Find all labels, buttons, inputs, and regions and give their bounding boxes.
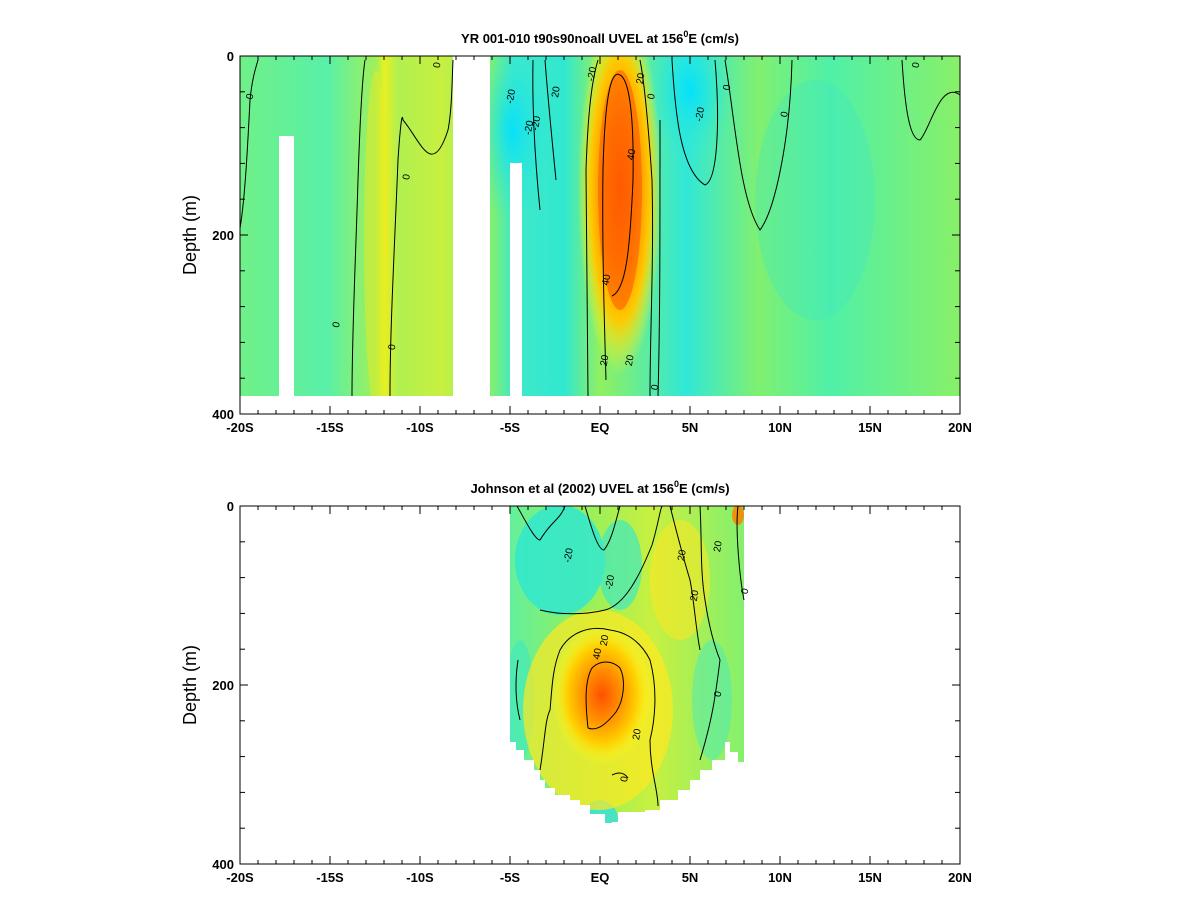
top-gap xyxy=(279,136,294,396)
contour-label: 40 xyxy=(626,148,639,161)
top-contours xyxy=(239,59,961,397)
x-tick-label: 15N xyxy=(858,420,882,435)
y-tick-label: 400 xyxy=(212,857,234,872)
contour-label: 20 xyxy=(676,549,689,562)
contour-label: -20 xyxy=(694,106,707,123)
contour-label: -20 xyxy=(562,547,575,564)
x-tick-label: 20N xyxy=(948,870,972,885)
contour-label: -20 xyxy=(604,574,617,591)
x-tick-label: -15S xyxy=(316,420,344,435)
x-tick-label: EQ xyxy=(591,870,610,885)
contour-label: 20 xyxy=(712,540,725,553)
x-tick-label: EQ xyxy=(591,420,610,435)
contour-label: 0 xyxy=(911,61,923,69)
x-tick-label: 15N xyxy=(858,870,882,885)
contour-label: 40 xyxy=(591,647,604,660)
contour-label: 20 xyxy=(635,72,648,85)
bottom-panel: Johnson et al (2002) UVEL at 1560E (cm/s… xyxy=(180,479,972,885)
contour-label: 0 xyxy=(387,343,399,351)
contour-label: 0 xyxy=(619,775,631,783)
contour-label: 0 xyxy=(245,92,257,100)
top-heatmap xyxy=(240,56,960,396)
contour-label: -20 xyxy=(530,115,543,132)
contour-label: 0 xyxy=(740,587,752,595)
x-tick-label: -15S xyxy=(316,870,344,885)
x-tick-label: -20S xyxy=(226,420,254,435)
contour-label: 0 xyxy=(779,110,791,118)
contour-label: -20 xyxy=(505,88,518,105)
contour-label: 0 xyxy=(713,690,725,698)
x-tick-label: -10S xyxy=(406,420,434,435)
contour-label: 0 xyxy=(432,61,444,69)
bottom-chart-title: Johnson et al (2002) UVEL at 1560E (cm/s… xyxy=(470,479,729,496)
contour-label: 0 xyxy=(650,383,662,391)
contour-label: 0 xyxy=(646,92,658,100)
contour-label: 20 xyxy=(689,589,702,602)
contour-label: 20 xyxy=(550,85,563,98)
x-tick-label: -10S xyxy=(406,870,434,885)
contour-label: 20 xyxy=(631,728,644,741)
contour-label: 40 xyxy=(600,273,613,286)
top-panel: YR 001-010 t90s90noall UVEL at 1560E (cm… xyxy=(180,29,972,435)
x-tick-label: -20S xyxy=(226,870,254,885)
x-tick-label: 10N xyxy=(768,870,792,885)
x-tick-label: 10N xyxy=(768,420,792,435)
top-y-axis-label: Depth (m) xyxy=(180,195,200,275)
contour-label: 0 xyxy=(722,83,734,91)
x-tick-label: 20N xyxy=(948,420,972,435)
contour-label: 20 xyxy=(599,634,612,647)
contour-label: 0 xyxy=(401,173,413,181)
bottom-contours xyxy=(515,505,745,807)
x-tick-label: -5S xyxy=(500,870,521,885)
x-tick-label: -5S xyxy=(500,420,521,435)
x-tick-label: 5N xyxy=(682,420,699,435)
contour-label: 20 xyxy=(624,354,637,367)
top-gap xyxy=(453,56,490,396)
contour-label: 0 xyxy=(331,321,343,329)
y-tick-label: 400 xyxy=(212,407,234,422)
contour-label: 20 xyxy=(599,354,612,367)
y-tick-label: 200 xyxy=(212,228,234,243)
top-gap xyxy=(510,163,522,396)
y-tick-label: 0 xyxy=(227,49,234,64)
bottom-y-axis-label: Depth (m) xyxy=(180,645,200,725)
bottom-heatmap xyxy=(510,506,744,823)
y-tick-label: 0 xyxy=(227,499,234,514)
y-tick-label: 200 xyxy=(212,678,234,693)
contour-label: -20 xyxy=(523,119,536,136)
x-tick-label: 5N xyxy=(682,870,699,885)
top-chart-title: YR 001-010 t90s90noall UVEL at 1560E (cm… xyxy=(461,29,739,46)
contour-label: -20 xyxy=(586,66,599,83)
